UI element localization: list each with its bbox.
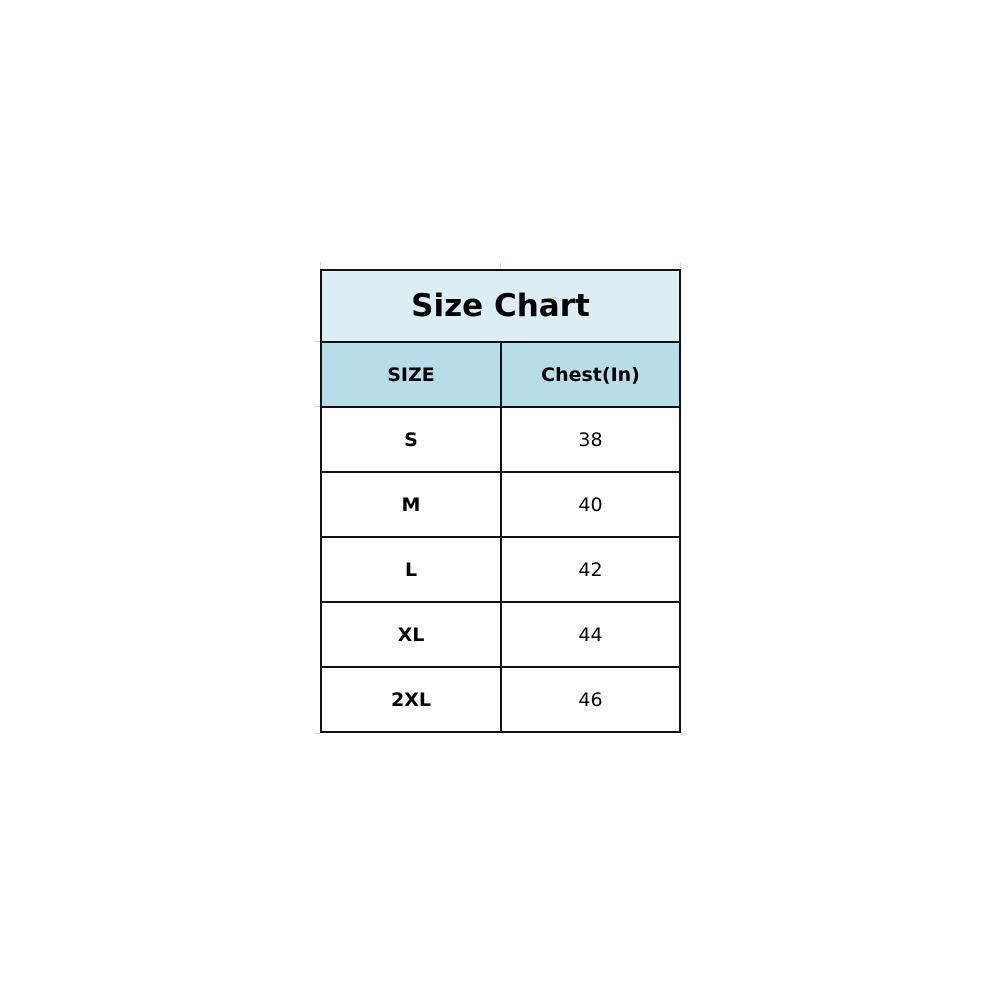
header-size: SIZE (320, 341, 502, 408)
size-cell: S (320, 406, 502, 473)
size-chart-table: Size Chart SIZE Chest(In) S 38 M 40 L 42 XL… (320, 269, 681, 733)
size-cell: M (320, 471, 502, 538)
chest-cell: 40 (500, 471, 681, 538)
gridline-tick (314, 341, 320, 342)
table-row: 2XL 46 (320, 666, 681, 733)
header-row: SIZE Chest(In) (320, 341, 681, 408)
gridline-tick (500, 262, 501, 268)
gridline-tick (320, 262, 321, 268)
chest-cell: 44 (500, 601, 681, 668)
gridline-tick (680, 262, 681, 268)
size-cell: XL (320, 601, 502, 668)
header-chest: Chest(In) (500, 341, 681, 408)
table-row: M 40 (320, 471, 681, 538)
gridline-tick (314, 733, 320, 734)
table-row: XL 44 (320, 601, 681, 668)
size-cell: L (320, 536, 502, 603)
table-row: L 42 (320, 536, 681, 603)
chest-cell: 42 (500, 536, 681, 603)
chest-cell: 46 (500, 666, 681, 733)
chest-cell: 38 (500, 406, 681, 473)
table-title: Size Chart (320, 269, 681, 343)
table-row: S 38 (320, 406, 681, 473)
size-cell: 2XL (320, 666, 502, 733)
gridline-tick (314, 406, 320, 407)
